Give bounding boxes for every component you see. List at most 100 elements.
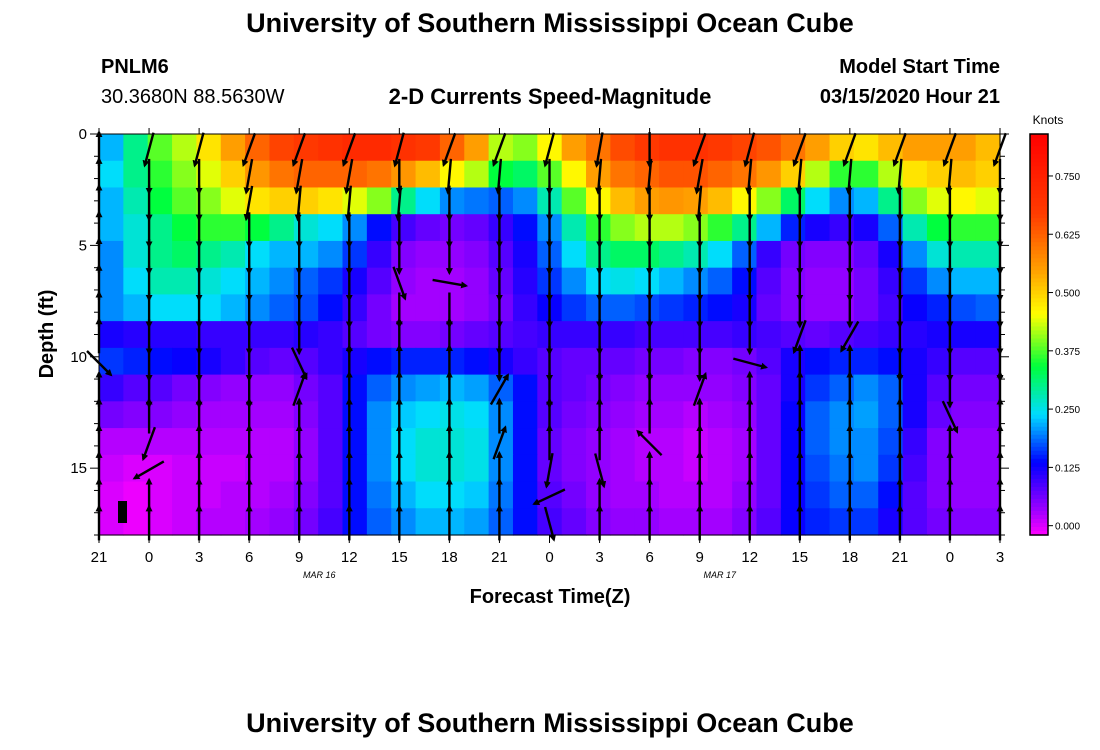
heatmap-cell bbox=[439, 428, 465, 456]
heatmap-cell bbox=[732, 321, 758, 349]
heatmap-cell bbox=[147, 374, 173, 402]
heatmap-cell bbox=[707, 214, 733, 242]
heatmap-cell bbox=[975, 187, 1001, 215]
colorbar-segment bbox=[1030, 402, 1048, 408]
heatmap-cell bbox=[902, 428, 928, 456]
heatmap-cell bbox=[683, 321, 709, 349]
colorbar-tick-label: 0.750 bbox=[1055, 172, 1080, 183]
heatmap-cell bbox=[683, 240, 709, 269]
heatmap-cell bbox=[561, 508, 587, 536]
heatmap-cell bbox=[196, 508, 222, 536]
heatmap-cell bbox=[732, 508, 758, 536]
heatmap-cell bbox=[269, 240, 295, 269]
colorbar-segment bbox=[1030, 154, 1048, 159]
heatmap-cell bbox=[634, 134, 660, 162]
heatmap-cell bbox=[269, 134, 295, 162]
heatmap-cell bbox=[951, 347, 977, 376]
heatmap-cell bbox=[975, 454, 1001, 483]
heatmap-cell bbox=[975, 428, 1001, 456]
heatmap-cell bbox=[853, 240, 879, 269]
current-arrow bbox=[594, 132, 604, 168]
heatmap-cell bbox=[780, 294, 806, 322]
colorbar-segment bbox=[1030, 370, 1048, 376]
heatmap-cell bbox=[439, 240, 465, 269]
heatmap-cell bbox=[634, 481, 660, 509]
heatmap-cell bbox=[756, 374, 782, 402]
colorbar-segment bbox=[1030, 306, 1048, 312]
heatmap-cell bbox=[902, 321, 928, 349]
colorbar-segment bbox=[1030, 314, 1048, 320]
heatmap-cell bbox=[926, 214, 952, 242]
x-tick-label: 12 bbox=[741, 549, 758, 566]
heatmap-cell bbox=[756, 321, 782, 349]
heatmap-cell bbox=[464, 267, 490, 295]
heatmap-cell bbox=[756, 240, 782, 269]
heatmap-cell bbox=[634, 160, 660, 189]
heatmap-cell bbox=[415, 321, 441, 349]
heatmap-cell bbox=[123, 428, 149, 456]
colorbar-segment bbox=[1030, 274, 1048, 279]
colorbar-segment bbox=[1030, 230, 1048, 235]
heatmap-cell bbox=[805, 267, 831, 295]
x-tick-label: 3 bbox=[195, 549, 203, 566]
heatmap-cell bbox=[464, 401, 490, 429]
heatmap-cell bbox=[269, 267, 295, 295]
heatmap-cell bbox=[269, 187, 295, 215]
heatmap-cell bbox=[123, 321, 149, 349]
heatmap-cell bbox=[853, 160, 879, 189]
x-tick-label: 21 bbox=[892, 549, 909, 566]
heatmap-cell bbox=[780, 321, 806, 349]
heatmap-cell bbox=[99, 454, 124, 483]
heatmap-cell bbox=[780, 374, 806, 402]
date-marker-label: MAR 16 bbox=[303, 570, 336, 580]
heatmap-cell bbox=[610, 454, 636, 483]
heatmap-cell bbox=[926, 454, 952, 483]
heatmap-cell bbox=[926, 321, 952, 349]
heatmap-cell bbox=[318, 481, 344, 509]
current-arrow bbox=[442, 132, 457, 167]
heatmap-cell bbox=[926, 428, 952, 456]
current-arrow bbox=[432, 278, 469, 289]
colorbar-segment bbox=[1030, 430, 1048, 436]
heatmap-cell bbox=[415, 508, 441, 536]
heatmap-cell bbox=[610, 134, 636, 162]
heatmap-cell bbox=[220, 401, 246, 429]
colorbar-segment bbox=[1030, 394, 1048, 400]
heatmap-cell bbox=[902, 454, 928, 483]
heatmap-cell bbox=[756, 214, 782, 242]
heatmap-cell bbox=[391, 508, 417, 536]
current-arrow bbox=[492, 132, 507, 167]
currents-chart: 21 0 3 6 9 12 15 18 21 0 3 6 9 12 15 18 21 0 3 MAR 16 MAR 17… bbox=[36, 113, 1080, 608]
heatmap-cell bbox=[342, 214, 368, 242]
heatmap-cell bbox=[342, 481, 368, 509]
heatmap-cell bbox=[123, 294, 149, 322]
colorbar-segment bbox=[1030, 514, 1048, 520]
legend-marker bbox=[118, 501, 127, 523]
colorbar-segment bbox=[1030, 362, 1048, 368]
heatmap-cell bbox=[172, 240, 197, 269]
current-arrow bbox=[543, 506, 556, 542]
heatmap-cell bbox=[464, 508, 490, 536]
heatmap-cell bbox=[707, 160, 733, 189]
heatmap-cell bbox=[220, 321, 246, 349]
heatmap-cell bbox=[147, 214, 173, 242]
colorbar-segment bbox=[1030, 186, 1048, 191]
colorbar-segment bbox=[1030, 506, 1048, 512]
heatmap-cell bbox=[902, 240, 928, 269]
current-arrow bbox=[942, 132, 957, 167]
colorbar-segment bbox=[1030, 482, 1048, 488]
x-tick-label: 9 bbox=[295, 549, 303, 566]
colorbar: 0.750 0.625 0.500 0.375 0.250 0.125 0.000 bbox=[1029, 133, 1080, 536]
heatmap-cell bbox=[415, 454, 441, 483]
heatmap-cell bbox=[512, 294, 538, 322]
colorbar-segment bbox=[1030, 158, 1048, 163]
y-tick-label: 0 bbox=[79, 126, 87, 143]
heatmap-cell bbox=[415, 240, 441, 269]
heatmap-cell bbox=[147, 240, 173, 269]
heatmap-cell bbox=[975, 214, 1001, 242]
colorbar-segment bbox=[1030, 302, 1048, 308]
heatmap-cell bbox=[172, 401, 197, 429]
heatmap-cell bbox=[147, 187, 173, 215]
x-tick-label: 18 bbox=[441, 549, 458, 566]
colorbar-segment bbox=[1030, 498, 1048, 504]
